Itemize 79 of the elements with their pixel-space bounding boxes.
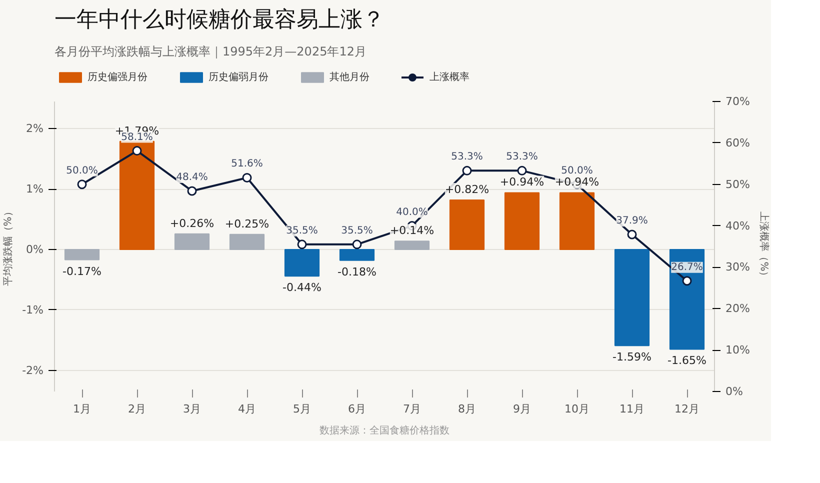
bar: [559, 192, 595, 250]
x-tick-label: 10月: [564, 402, 590, 416]
data-label: 53.3%: [506, 152, 538, 163]
data-label: 26.7%: [671, 262, 703, 273]
bar: [394, 240, 430, 250]
data-label: +0.94%: [554, 176, 600, 189]
legend-label: 历史偏弱月份: [208, 71, 268, 83]
y-tick-label: -1%: [22, 303, 44, 316]
data-label: +0.14%: [390, 224, 434, 238]
legend-label: 历史偏强月份: [88, 71, 148, 83]
data-label: 58.1%: [121, 132, 153, 143]
point: [682, 276, 692, 286]
chart-title: 一年中什么时候糖价最容易上涨？: [54, 8, 384, 32]
source-note: 数据来源：全国食糖价格指数: [320, 424, 450, 436]
x-tick-label: 3月: [183, 402, 201, 416]
data-label: +0.25%: [224, 217, 270, 230]
y2-tick-label: 10%: [726, 344, 750, 357]
point: [242, 172, 252, 182]
point: [352, 240, 362, 250]
y-tick-label: 0%: [26, 243, 44, 256]
bar: [614, 249, 650, 346]
x-tick-label: 4月: [238, 402, 256, 416]
data-label: 51.6%: [231, 158, 263, 170]
data-label: 50.0%: [561, 165, 593, 176]
point: [77, 180, 87, 190]
y2-tick-label: 50%: [726, 178, 750, 191]
y-axis-title: 平均涨跌幅（%）: [2, 206, 14, 286]
data-label: +0.26%: [170, 216, 214, 230]
x-tick-label: 1月: [73, 402, 91, 416]
bar: [284, 249, 320, 277]
data-label: -1.59%: [612, 350, 652, 364]
data-label: 35.5%: [341, 225, 373, 236]
y2-tick-label: 70%: [726, 95, 750, 108]
data-label: -0.18%: [338, 265, 376, 278]
bar: [669, 249, 705, 350]
legend-label: 上涨概率: [430, 71, 470, 83]
data-label: -1.65%: [668, 354, 706, 368]
y2-axis-title: 上涨概率（%）: [758, 212, 770, 282]
chart-subtitle: 各月份平均涨跌幅与上涨概率｜1995年2月—2025年12月: [54, 44, 366, 58]
data-label: 53.3%: [451, 152, 483, 163]
x-tick-label: 9月: [513, 402, 531, 416]
bar: [339, 249, 375, 261]
x-tick-label: 12月: [674, 402, 700, 416]
point: [297, 240, 307, 250]
bar: [64, 249, 100, 260]
data-label: 37.9%: [616, 215, 648, 226]
y2-tick-label: 30%: [726, 260, 750, 274]
y2-tick-label: 0%: [726, 385, 743, 398]
bar: [174, 233, 210, 250]
y2-tick-label: 40%: [726, 219, 750, 232]
point: [132, 146, 142, 156]
x-tick-label: 2月: [128, 402, 146, 416]
data-label: 35.5%: [286, 225, 318, 236]
data-label: 40.0%: [396, 206, 428, 218]
bar: [504, 192, 540, 250]
bar: [119, 140, 155, 250]
point: [187, 186, 197, 196]
x-tick-label: 5月: [293, 402, 311, 416]
point: [462, 166, 472, 176]
data-label: 50.0%: [66, 165, 98, 176]
y2-tick-label: 60%: [726, 136, 750, 150]
x-tick-label: 11月: [620, 402, 644, 416]
x-tick-label: 6月: [348, 402, 366, 416]
bar: [229, 234, 265, 250]
point: [517, 166, 527, 176]
x-tick-label: 7月: [403, 402, 421, 416]
y2-tick-label: 20%: [726, 302, 750, 316]
data-label: 48.4%: [176, 172, 208, 183]
y-tick-label: 1%: [26, 182, 44, 196]
y-tick-label: -2%: [22, 364, 44, 377]
data-label: -0.44%: [282, 281, 322, 294]
bar: [449, 199, 485, 250]
point: [627, 230, 637, 240]
data-label: +0.94%: [500, 176, 544, 189]
y-tick-label: 2%: [26, 122, 44, 136]
x-tick-label: 8月: [458, 402, 476, 416]
data-label: -0.17%: [62, 264, 102, 278]
data-label: +0.82%: [444, 182, 490, 196]
legend-label: 其他月份: [330, 71, 370, 83]
